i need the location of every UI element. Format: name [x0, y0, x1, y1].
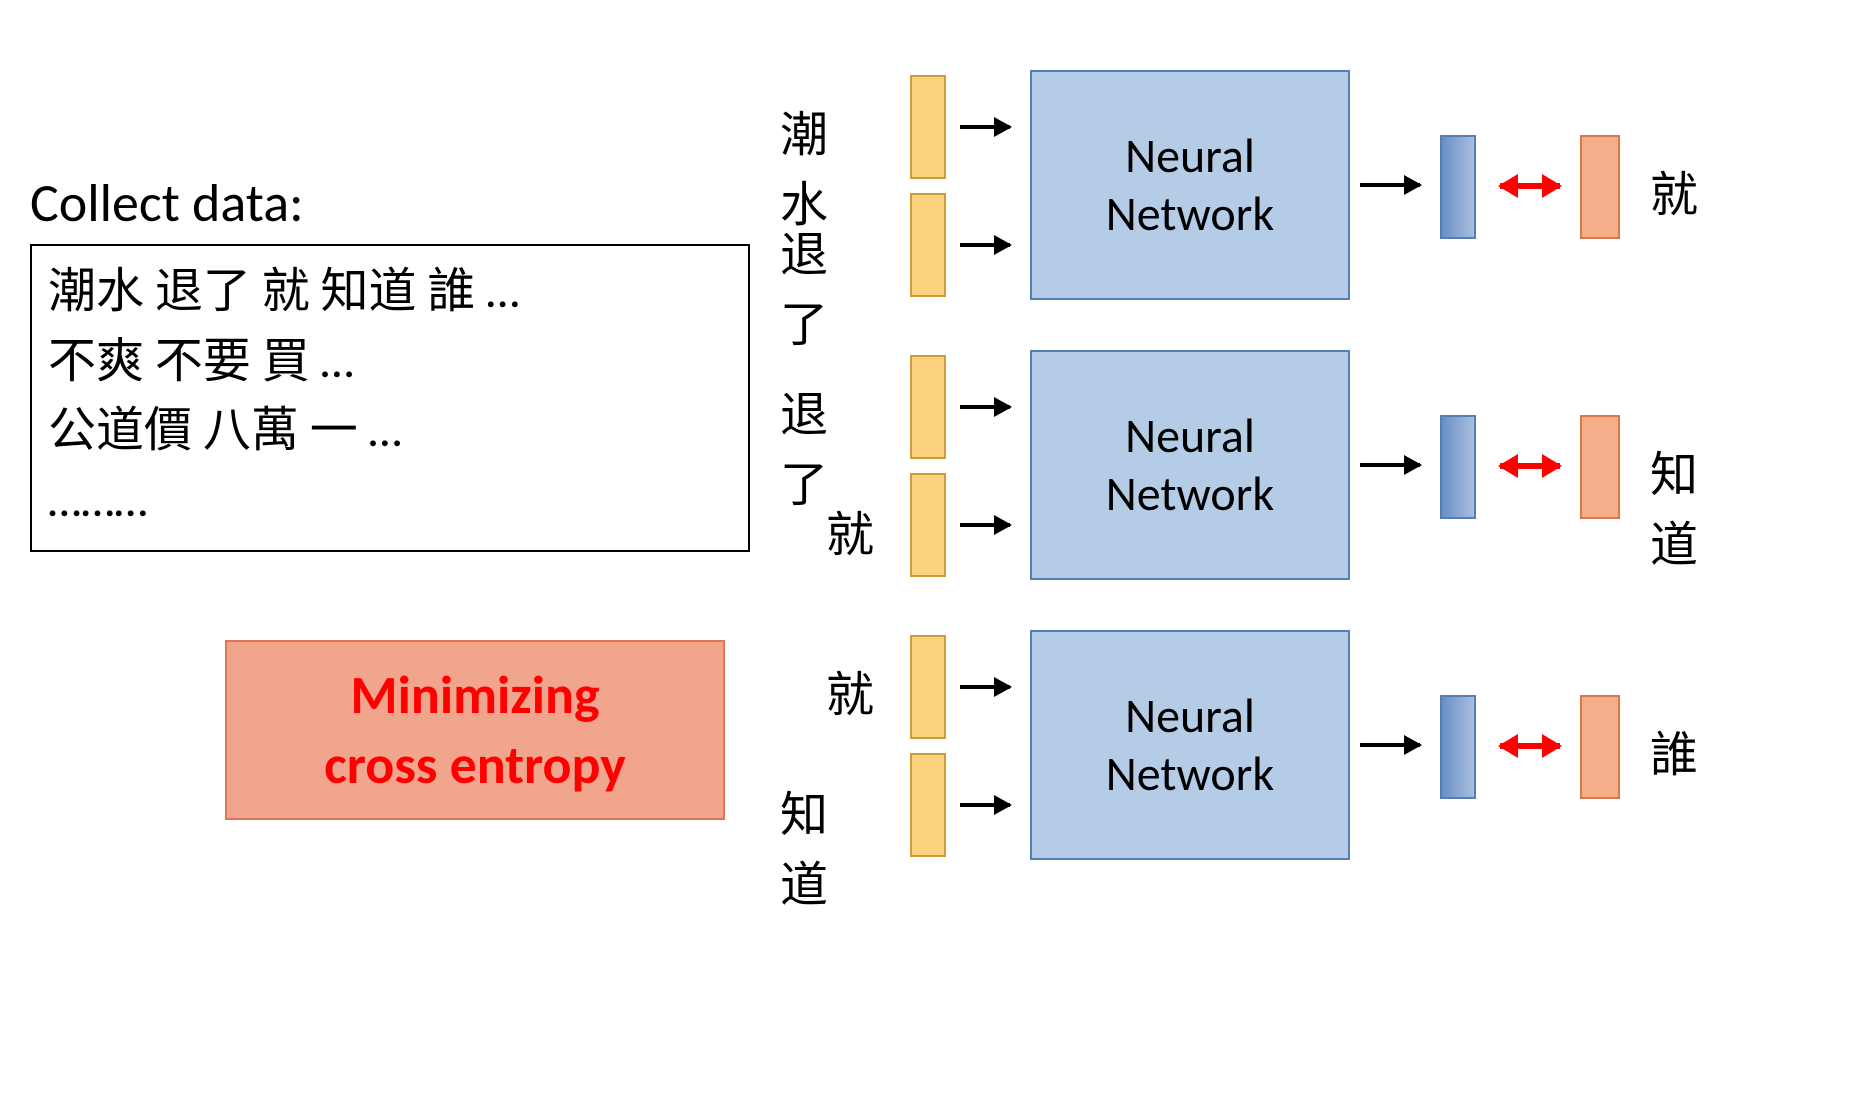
input-label-2b: 就 — [826, 495, 874, 565]
arrow-input-1b — [960, 243, 1010, 247]
output-blue-1 — [1440, 135, 1476, 239]
input-token-2b — [910, 473, 946, 577]
minimizing-text-line2: cross entropy — [324, 730, 626, 800]
output-blue-2 — [1440, 415, 1476, 519]
arrow-output-3 — [1360, 743, 1420, 747]
arrow-red-1 — [1500, 183, 1560, 189]
data-line: 不爽 不要 買 … — [48, 326, 732, 396]
arrow-input-3b — [960, 803, 1010, 807]
data-line: ……… — [48, 465, 732, 535]
training-data-box: 潮水 退了 就 知道 誰 … 不爽 不要 買 … 公道價 八萬 一 … ……… — [30, 244, 750, 552]
output-label-2: 知道 — [1650, 435, 1698, 575]
collect-title: Collect data: — [30, 170, 750, 236]
nn-text-line1: Neural — [1125, 127, 1255, 185]
arrow-red-2 — [1500, 463, 1560, 469]
input-token-1b — [910, 193, 946, 297]
input-token-3b — [910, 753, 946, 857]
arrow-input-1a — [960, 125, 1010, 129]
arrow-input-2a — [960, 405, 1010, 409]
input-token-1a — [910, 75, 946, 179]
input-token-3a — [910, 635, 946, 739]
nn-text-line2: Network — [1106, 745, 1274, 803]
input-label-3a: 就 — [826, 655, 874, 725]
nn-text-line1: Neural — [1125, 687, 1255, 745]
input-token-2a — [910, 355, 946, 459]
nn-text-line1: Neural — [1125, 407, 1255, 465]
nn-text-line2: Network — [1106, 185, 1274, 243]
arrow-output-1 — [1360, 183, 1420, 187]
arrow-input-3a — [960, 685, 1010, 689]
output-label-3: 誰 — [1650, 715, 1698, 785]
neural-network-box-2: Neural Network — [1030, 350, 1350, 580]
output-label-1: 就 — [1650, 155, 1698, 225]
arrow-red-3 — [1500, 743, 1560, 749]
nn-text-line2: Network — [1106, 465, 1274, 523]
minimizing-text-line1: Minimizing — [350, 660, 599, 730]
input-label-1b: 退了 — [780, 215, 828, 355]
input-label-3b: 知道 — [780, 775, 828, 915]
neural-network-box-3: Neural Network — [1030, 630, 1350, 860]
arrow-input-2b — [960, 523, 1010, 527]
left-panel: Collect data: 潮水 退了 就 知道 誰 … 不爽 不要 買 … 公… — [30, 170, 750, 552]
output-blue-3 — [1440, 695, 1476, 799]
input-label-1a: 潮水 — [780, 95, 828, 235]
input-label-2a: 退了 — [780, 375, 828, 515]
data-line: 潮水 退了 就 知道 誰 … — [48, 256, 732, 326]
minimizing-cross-entropy-box: Minimizing cross entropy — [225, 640, 725, 820]
data-line: 公道價 八萬 一 … — [48, 395, 732, 465]
output-orange-1 — [1580, 135, 1620, 239]
output-orange-3 — [1580, 695, 1620, 799]
neural-network-box-1: Neural Network — [1030, 70, 1350, 300]
arrow-output-2 — [1360, 463, 1420, 467]
output-orange-2 — [1580, 415, 1620, 519]
